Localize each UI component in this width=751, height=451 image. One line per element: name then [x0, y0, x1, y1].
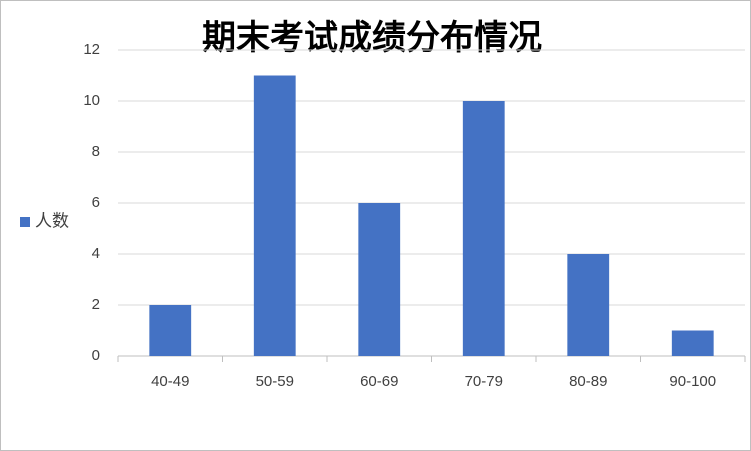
legend-swatch — [20, 217, 30, 227]
bar — [671, 330, 714, 356]
x-tick-label: 40-49 — [151, 373, 189, 390]
y-tick-label: 8 — [92, 143, 100, 160]
y-tick-label: 6 — [92, 194, 100, 211]
bar — [253, 75, 296, 356]
y-tick-label: 10 — [83, 92, 100, 109]
y-tick-label: 4 — [92, 245, 100, 262]
y-tick-label: 0 — [92, 347, 100, 364]
y-tick-label: 12 — [83, 41, 100, 58]
bar — [462, 101, 505, 356]
y-tick-label: 2 — [92, 296, 100, 313]
bar — [358, 203, 401, 356]
chart-title: 期末考试成绩分布情况 — [202, 19, 542, 57]
x-tick-label: 80-89 — [569, 373, 607, 390]
x-tick-label: 60-69 — [360, 373, 398, 390]
x-tick-label: 90-100 — [669, 373, 716, 390]
x-tick-label: 70-79 — [465, 373, 503, 390]
legend-label: 人数 — [35, 211, 69, 230]
bar — [567, 254, 610, 356]
bar — [149, 305, 192, 356]
x-tick-label: 50-59 — [256, 373, 294, 390]
